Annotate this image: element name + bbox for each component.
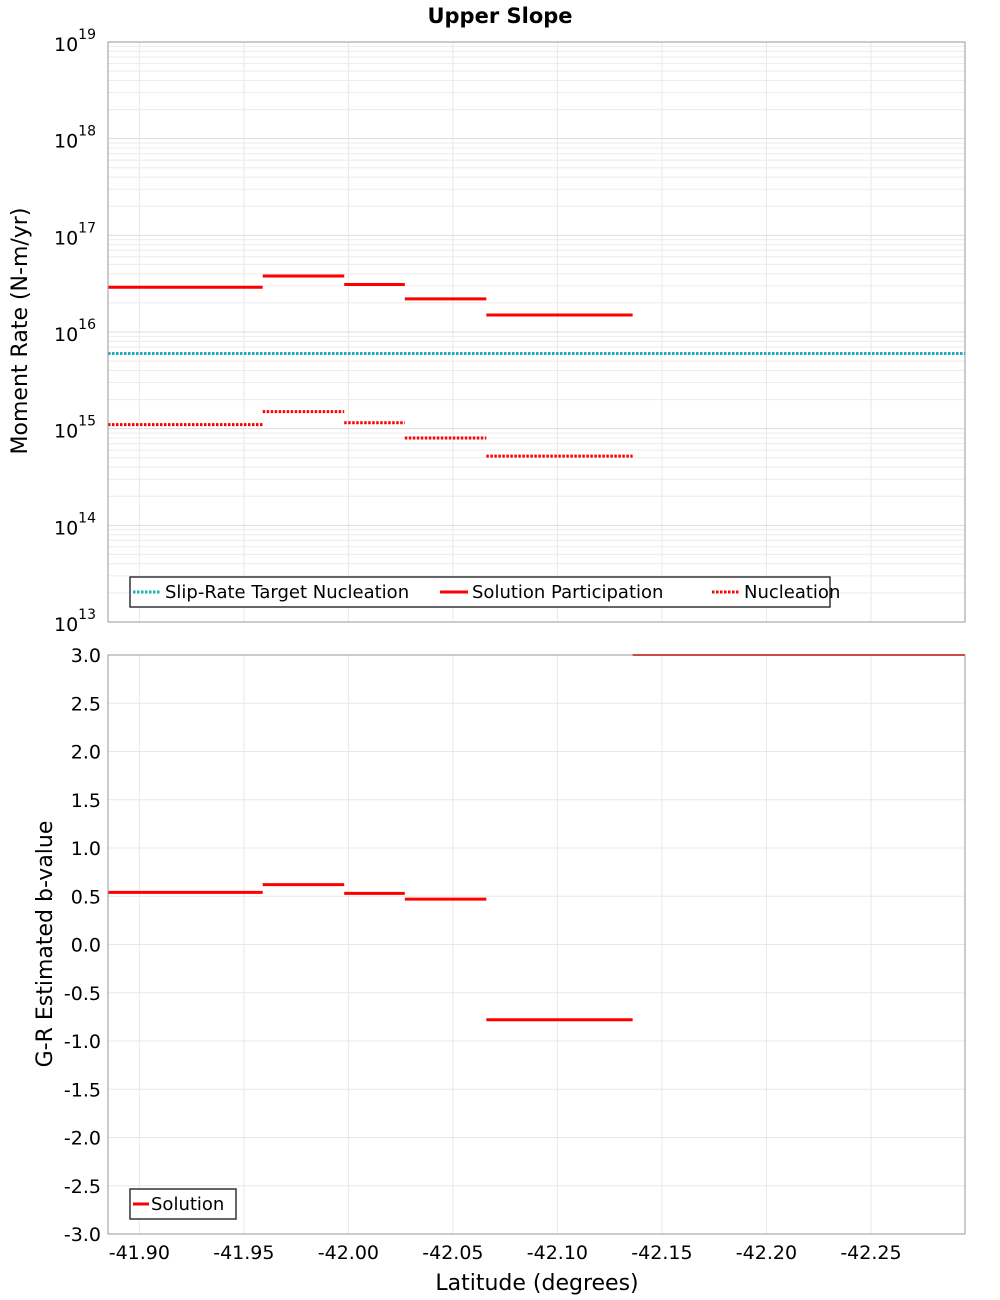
x-tick-label: -42.05 (422, 1242, 483, 1264)
bottom-y-tick-label: 3.0 (71, 645, 101, 667)
bottom-plot-border (107, 654, 966, 1235)
bottom-y-tick-label: -1.0 (64, 1031, 101, 1053)
tick-base: 10 (54, 227, 78, 249)
legend-label: Nucleation (744, 582, 840, 603)
tick-exponent: 16 (78, 317, 96, 333)
chart-title: Upper Slope (427, 4, 572, 28)
bottom-y-tick-label: -2.5 (64, 1176, 101, 1198)
x-axis-title: Latitude (degrees) (435, 1271, 638, 1296)
bottom-y-tick-label: 1.5 (71, 790, 101, 812)
top-y-tick-label: 1013 (54, 607, 96, 636)
x-tick-label: -41.90 (109, 1242, 170, 1264)
bottom-legend: Solution (129, 1188, 237, 1220)
tick-exponent: 17 (78, 220, 96, 236)
legend-label: Solution (151, 1194, 224, 1215)
top-y-tick-label: 1018 (54, 124, 96, 153)
top-y-tick-label: 1016 (54, 317, 96, 346)
top-series-2 (108, 274, 633, 317)
top-y-axis-title: Moment Rate (N-m/yr) (8, 208, 33, 455)
x-tick-label: -42.10 (527, 1242, 588, 1264)
bottom-y-tick-label: 0.5 (71, 886, 101, 908)
top-y-tick-label: 1015 (54, 414, 96, 443)
tick-base: 10 (54, 421, 78, 443)
top-plot-border (107, 41, 966, 623)
x-tick-label: -41.95 (213, 1242, 274, 1264)
tick-base: 10 (54, 517, 78, 539)
bottom-y-tick-label: 1.0 (71, 838, 101, 860)
x-tick-label: -42.25 (840, 1242, 901, 1264)
tick-exponent: 15 (78, 414, 96, 430)
tick-base: 10 (54, 34, 78, 56)
bottom-y-tick-label: 0.0 (71, 935, 101, 957)
bottom-y-tick-label: 2.0 (71, 742, 101, 764)
top-y-tick-label: 1017 (54, 220, 96, 249)
tick-exponent: 19 (78, 27, 96, 43)
x-tick-label: -42.00 (318, 1242, 379, 1264)
tick-exponent: 13 (78, 607, 96, 623)
bottom-y-tick-label: 2.5 (71, 693, 101, 715)
legend-label: Slip-Rate Target Nucleation (165, 582, 409, 603)
x-tick-label: -42.20 (736, 1242, 797, 1264)
tick-base: 10 (54, 131, 78, 153)
bottom-y-tick-label: -2.0 (64, 1128, 101, 1150)
tick-exponent: 14 (78, 510, 96, 526)
bottom-y-tick-label: -1.5 (64, 1079, 101, 1101)
tick-base: 10 (54, 614, 78, 636)
top-y-tick-label: 1014 (54, 510, 96, 539)
bottom-y-axis-title: G-R Estimated b-value (33, 821, 58, 1068)
bottom-y-tick-label: -3.0 (64, 1224, 101, 1246)
legend-label: Solution Participation (472, 582, 663, 603)
bottom-y-tick-label: -0.5 (64, 983, 101, 1005)
top-legend: Slip-Rate Target Nucleation Solution Part… (129, 576, 840, 608)
top-series-3 (108, 410, 633, 458)
top-y-tick-label: 1019 (54, 27, 96, 56)
tick-base: 10 (54, 324, 78, 346)
x-tick-label: -42.15 (631, 1242, 692, 1264)
tick-exponent: 18 (78, 124, 96, 140)
